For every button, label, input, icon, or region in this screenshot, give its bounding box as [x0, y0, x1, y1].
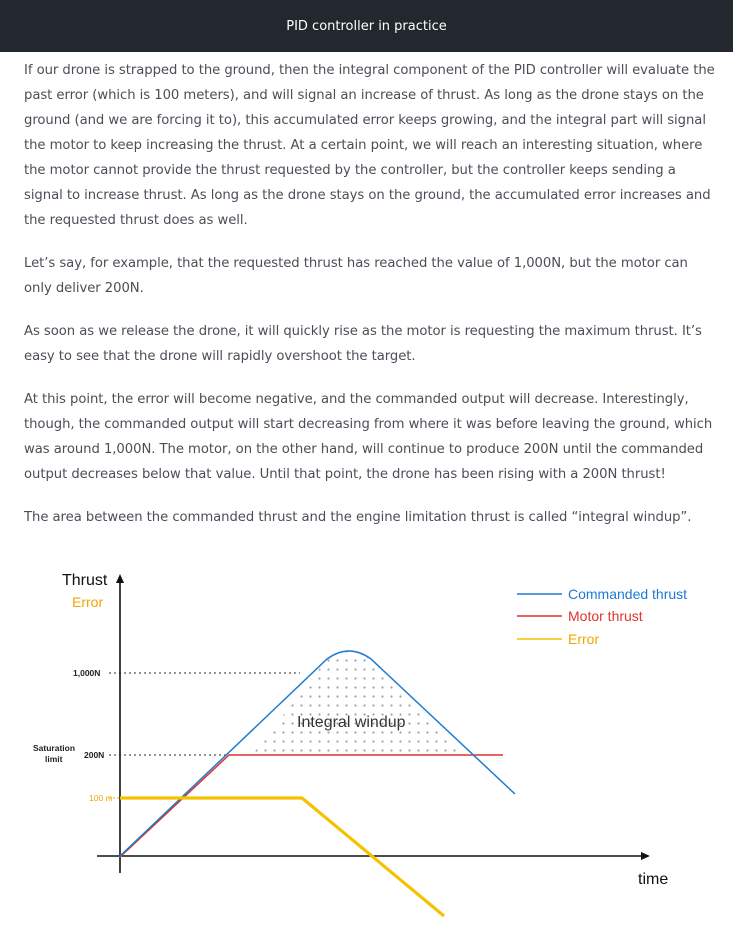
legend-label-motor: Motor thrust [568, 608, 643, 624]
tick-100m: 100 m [89, 793, 113, 803]
windup-area [252, 651, 461, 755]
tick-1000: 1,000N [73, 668, 100, 678]
paragraph-5: The area between the commanded thrust an… [24, 510, 692, 525]
article-body: If our drone is strapped to the ground, … [0, 52, 733, 530]
paragraph-1: If our drone is strapped to the ground, … [24, 63, 715, 228]
paragraph-2: Let’s say, for example, that the request… [24, 256, 688, 296]
page-title: PID controller in practice [286, 18, 447, 34]
saturation-label-1: Saturation [33, 743, 75, 753]
legend: Commanded thrust Motor thrust Error [517, 586, 687, 647]
y-axis-label: Thrust [62, 572, 108, 589]
y-axis-arrow [116, 574, 124, 583]
motor-thrust-line [119, 754, 503, 858]
legend-label-commanded: Commanded thrust [568, 586, 687, 602]
paragraph-3: As soon as we release the drone, it will… [24, 324, 702, 364]
top-bar: PID controller in practice [0, 0, 733, 52]
y-axis-label-error: Error [72, 594, 103, 610]
integral-windup-diagram: Thrust Error time 1,000N 200N Saturation… [0, 548, 733, 938]
x-axis-arrow [641, 852, 650, 860]
paragraph-4: At this point, the error will become neg… [24, 392, 713, 482]
saturation-label-2: limit [45, 754, 63, 764]
diagram-svg: Thrust Error time 1,000N 200N Saturation… [33, 572, 687, 918]
error-line [120, 796, 446, 918]
commanded-thrust-line [118, 650, 516, 858]
tick-200: 200N [84, 750, 104, 760]
x-axis-label: time [638, 871, 668, 888]
legend-label-error: Error [568, 631, 599, 647]
integral-windup-label: Integral windup [297, 714, 406, 731]
